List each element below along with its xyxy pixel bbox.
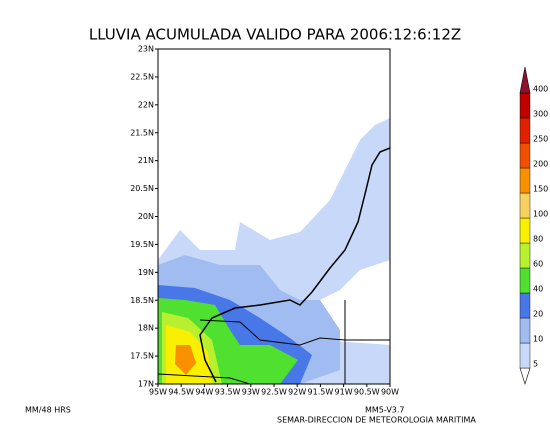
footer-credit: SEMAR-DIRECCION DE METEOROLOGIA MARITIMA [277, 416, 476, 425]
lat-label: 19.5N [130, 240, 154, 249]
colorbar-box [519, 292, 531, 319]
lat-label: 20.5N [130, 184, 154, 193]
border [157, 373, 251, 385]
lat-label: 22N [138, 100, 154, 109]
contour-150 [175, 345, 196, 375]
lon-label: 90.5W [354, 388, 380, 397]
lon-label: 93W [242, 388, 260, 397]
lat-label: 18N [138, 324, 154, 333]
lat-label: 19N [138, 268, 154, 277]
colorbar-label: 300 [533, 110, 548, 119]
lon-label: 91W [335, 388, 353, 397]
lat-label: 21N [138, 156, 154, 165]
colorbar-label: 150 [533, 185, 548, 194]
lon-label: 90W [381, 388, 399, 397]
colorbar-label: 250 [533, 135, 548, 144]
lon-label: 93.5W [215, 388, 241, 397]
title: LLUVIA ACUMULADA VALIDO PARA 2006:12:6:1… [89, 26, 461, 44]
colorbar-box [519, 167, 531, 194]
lat-label: 23N [138, 45, 154, 54]
colorbar-high [519, 66, 531, 94]
colorbar-box [519, 92, 531, 119]
lat-label: 17N [138, 380, 154, 389]
lat-label: 21.5N [130, 128, 154, 137]
precip-field [158, 118, 390, 384]
colorbar-label: 10 [533, 335, 543, 344]
colorbar-box [519, 342, 531, 369]
colorbar-label: 200 [533, 160, 548, 169]
colorbar-label: 80 [533, 235, 543, 244]
lon-label: 92.5W [261, 388, 287, 397]
colorbar-box [519, 317, 531, 344]
lat-label: 18.5N [130, 296, 154, 305]
colorbar-label: 100 [533, 210, 548, 219]
colorbar-box [519, 117, 531, 144]
lon-label: 91.5W [308, 388, 334, 397]
lat-label: 22.5N [130, 72, 154, 81]
coastline [157, 147, 391, 385]
lon-label: 92W [288, 388, 306, 397]
footer-left: MM/48 HRS [25, 406, 71, 415]
colorbar-label: 40 [533, 285, 543, 294]
colorbar-label: 20 [533, 310, 543, 319]
colorbar-box [519, 217, 531, 244]
colorbar-box [519, 267, 531, 294]
colorbar-low [519, 367, 531, 386]
coast [199, 147, 391, 383]
lon-label: 95W [149, 388, 167, 397]
colorbar-label: 5 [533, 360, 538, 369]
colorbar-label: 400 [533, 85, 548, 94]
lat-label: 17.5N [130, 352, 154, 361]
lat-label: 20N [138, 212, 154, 221]
footer-model: MM5-V3.7 [365, 406, 405, 415]
lon-label: 94W [195, 388, 213, 397]
colorbar-label: 60 [533, 260, 543, 269]
colorbar-box [519, 192, 531, 219]
lon-label: 94.5W [168, 388, 194, 397]
colorbar-box [519, 242, 531, 269]
colorbar-box [519, 142, 531, 169]
